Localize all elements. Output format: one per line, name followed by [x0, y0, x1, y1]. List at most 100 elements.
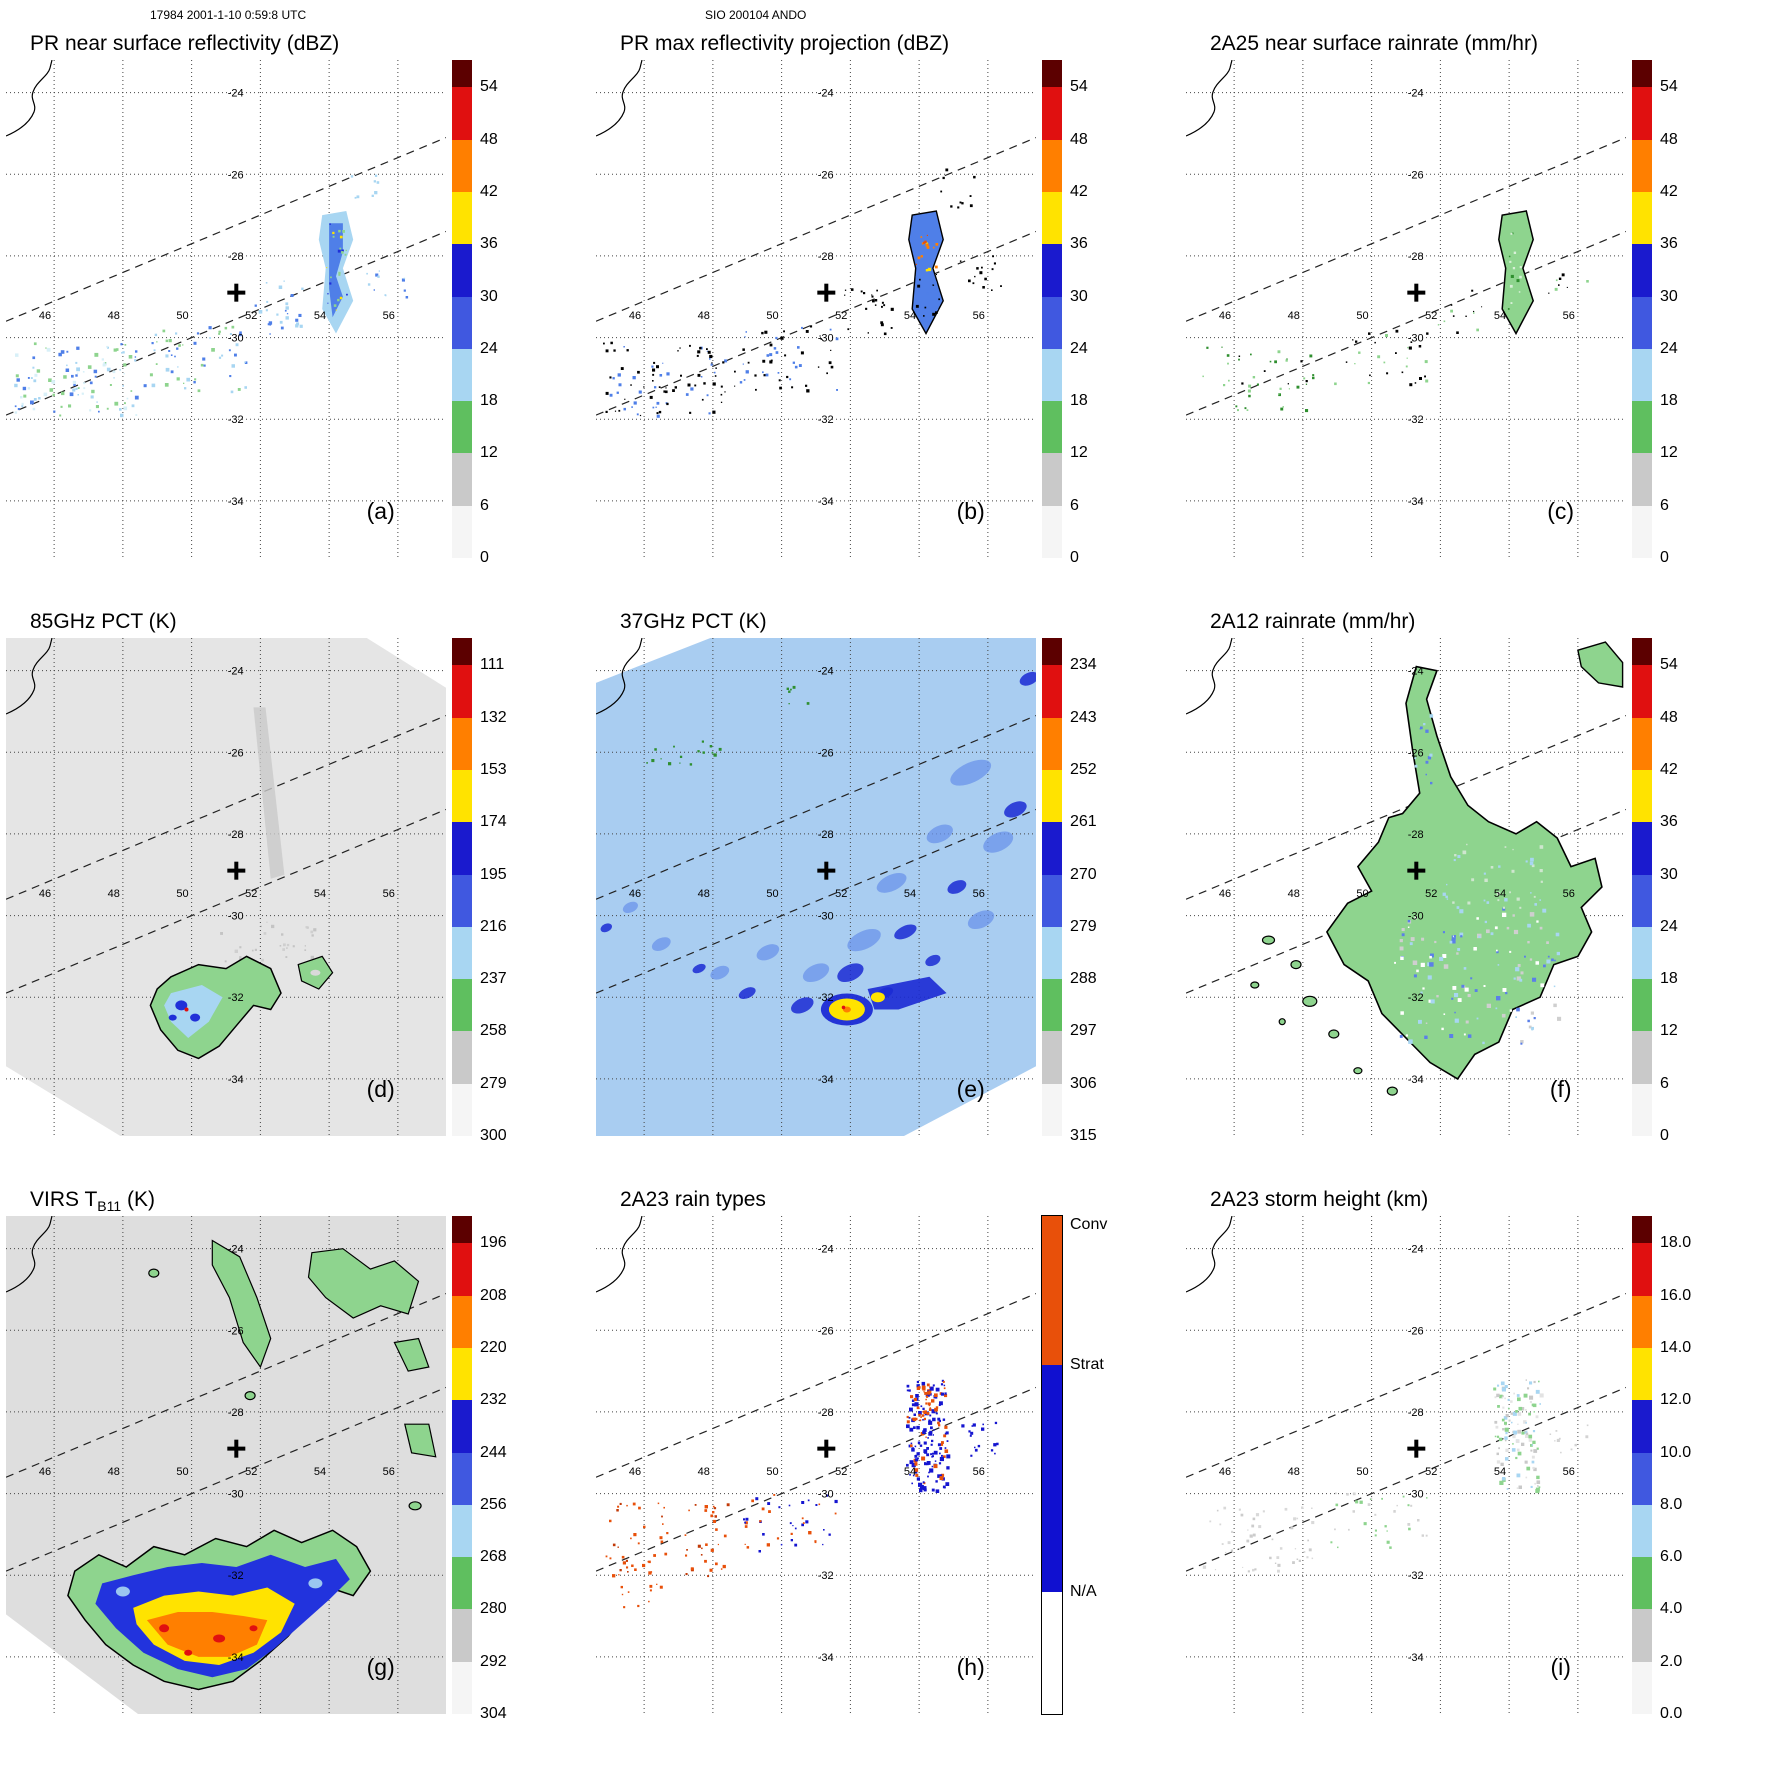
data-speckle: [1533, 1449, 1538, 1453]
data-blob: [1250, 981, 1260, 989]
data-speckle: [742, 348, 745, 351]
data-speckle: [151, 383, 156, 388]
data-speckle: [720, 401, 723, 403]
data-speckle: [1445, 895, 1448, 899]
data-speckle: [747, 361, 750, 364]
data-speckle: [630, 1537, 632, 1540]
data-speckle: [234, 949, 238, 953]
data-speckle: [784, 354, 787, 357]
data-speckle: [194, 378, 197, 381]
data-speckle: [1296, 1517, 1299, 1520]
data-speckle: [914, 1458, 919, 1462]
colorbar-tick-label: 48: [1660, 130, 1678, 148]
data-speckle: [922, 1387, 926, 1391]
colorbar-segment: [452, 717, 472, 770]
data-speckle: [1519, 275, 1522, 279]
data-speckle: [1227, 362, 1229, 365]
data-speckle: [844, 289, 847, 291]
data-blob: [184, 1007, 189, 1012]
data-speckle: [1556, 1438, 1560, 1442]
data-speckle: [655, 406, 657, 408]
coastline: [1186, 60, 1233, 137]
data-speckle: [660, 758, 662, 760]
data-speckle: [1279, 387, 1282, 390]
data-blob: [791, 997, 814, 1014]
colorbar-segment: [452, 1557, 472, 1610]
data-speckle: [231, 364, 235, 368]
data-speckle: [944, 1392, 947, 1395]
data-speckle: [931, 274, 933, 277]
data-speckle: [231, 325, 235, 329]
data-speckle: [1252, 1533, 1256, 1537]
data-speckle: [1285, 359, 1288, 362]
data-speckle: [666, 1532, 669, 1535]
data-speckle: [1311, 1521, 1315, 1525]
data-speckle: [69, 392, 74, 397]
data-speckle: [1500, 1381, 1505, 1386]
data-speckle: [974, 1446, 976, 1449]
panel-letter-label: (c): [1547, 498, 1574, 524]
data-speckle: [1524, 1409, 1527, 1411]
data-speckle: [936, 308, 939, 311]
data-speckle: [1307, 1539, 1309, 1542]
data-speckle: [1238, 1508, 1241, 1511]
data-speckle: [1399, 1035, 1403, 1038]
data-speckle: [709, 1568, 713, 1572]
data-speckle: [1506, 1488, 1509, 1490]
data-speckle: [30, 400, 34, 405]
data-speckle: [14, 405, 17, 408]
data-speckle: [1467, 1034, 1472, 1038]
data-speckle: [280, 326, 284, 330]
data-speckle: [14, 411, 18, 414]
data-speckle: [278, 285, 283, 289]
data-speckle: [1284, 1507, 1288, 1511]
data-speckle: [1305, 380, 1308, 383]
data-speckle: [911, 1482, 913, 1485]
data-speckle: [647, 1560, 649, 1563]
colorbar-tick-label: Strat: [1070, 1356, 1104, 1374]
data-speckle: [124, 344, 127, 346]
data-speckle: [765, 373, 769, 377]
data-speckle: [1457, 998, 1462, 1002]
coastline: [6, 638, 53, 715]
swath-edge-line: [6, 137, 446, 322]
data-speckle: [1286, 358, 1288, 360]
data-speckle: [659, 1585, 663, 1589]
data-speckle: [707, 350, 711, 354]
data-speckle: [1543, 964, 1546, 968]
colorbar-segment: [1042, 453, 1062, 506]
data-speckle: [1519, 978, 1523, 982]
data-speckle: [909, 1407, 913, 1412]
data-speckle: [120, 343, 123, 346]
data-speckle: [715, 1562, 718, 1566]
data-speckle: [341, 249, 344, 252]
data-speckle: [1446, 883, 1448, 886]
data-speckle: [929, 1468, 934, 1473]
data-speckle: [286, 947, 288, 949]
data-speckle: [1311, 1507, 1313, 1509]
data-speckle: [1494, 926, 1498, 930]
data-speckle: [977, 1444, 981, 1448]
data-speckle: [946, 1454, 951, 1459]
data-speckle: [970, 1454, 973, 1457]
colorbar-labels-d: 111 132 153 174 195 216 237 258 279 300: [480, 638, 550, 1144]
data-speckle: [927, 1391, 931, 1395]
colorbar-tick-label: 18.0: [1660, 1234, 1692, 1252]
data-speckle: [697, 750, 700, 753]
colorbar-tick-label: 14.0: [1660, 1338, 1692, 1356]
data-speckle: [1223, 1506, 1227, 1510]
data-speckle: [792, 361, 795, 364]
data-speckle: [1505, 1448, 1509, 1452]
data-speckle: [130, 390, 133, 392]
data-speckle: [65, 368, 70, 372]
data-speckle: [1418, 1019, 1422, 1024]
data-speckle: [49, 388, 54, 392]
data-speckle: [806, 702, 810, 705]
colorbar-segment: [1632, 1216, 1652, 1244]
data-speckle: [1202, 375, 1204, 378]
data-speckle: [403, 277, 406, 280]
data-speckle: [924, 306, 927, 309]
data-speckle: [925, 269, 929, 272]
data-speckle: [1456, 906, 1460, 909]
data-speckle: [1554, 982, 1559, 987]
